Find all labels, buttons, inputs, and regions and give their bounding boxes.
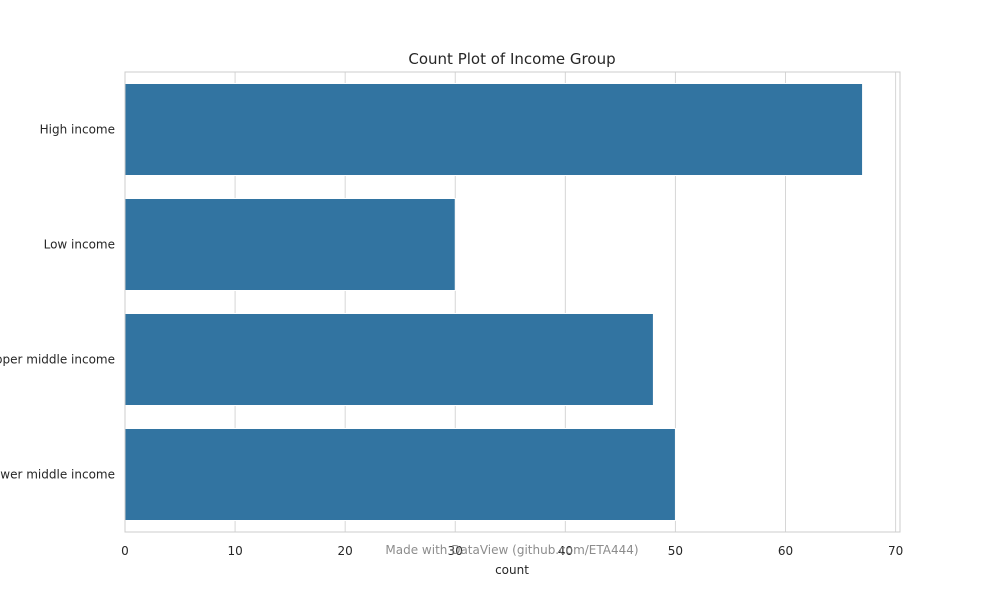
plot-frame [124,71,901,533]
x-tick-label: 20 [338,544,353,558]
bar-lower-middle-income [124,428,676,521]
x-tick-label: 60 [778,544,793,558]
x-tick-labels: 0 10 20 30 40 50 60 70 [121,544,903,558]
x-tick-label: 50 [668,544,683,558]
y-tick-label: High income [40,123,115,137]
y-tick-label: Lower middle income [0,468,115,482]
x-tick-label: 30 [448,544,463,558]
y-tick-label: Upper middle income [0,353,115,367]
axes-frame [124,71,901,533]
x-tick-label: 10 [227,544,242,558]
bar-upper-middle-income [124,313,654,406]
chart-title: Count Plot of Income Group [408,50,615,68]
bar-low-income [124,198,456,291]
y-tick-label: Low income [44,238,115,252]
watermark: Made with DataView (github.com/ETA444) [385,543,638,557]
x-axis-label: count [495,563,529,577]
x-tick-label: 70 [888,544,903,558]
x-tick-label: 0 [121,544,129,558]
bar-high-income [124,83,864,176]
x-tick-label: 40 [558,544,573,558]
y-tick-labels: High income Low income Upper middle income… [0,123,115,482]
